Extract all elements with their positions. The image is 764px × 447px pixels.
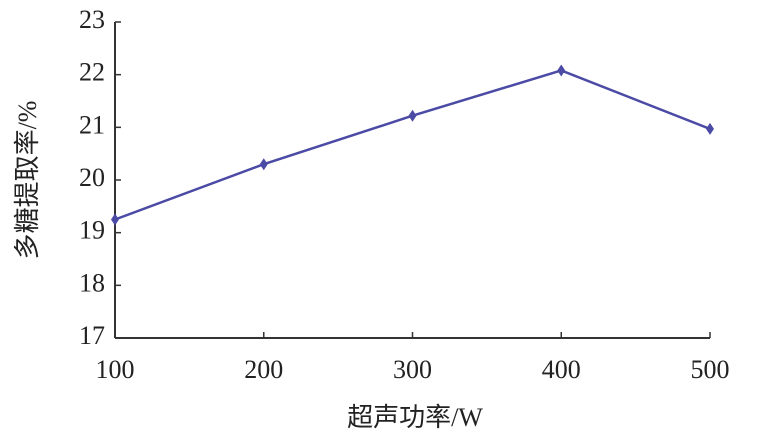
x-tick-label: 300 [393,355,432,384]
y-tick-label: 18 [79,268,105,297]
x-tick-label: 400 [542,355,581,384]
y-tick-label: 22 [79,58,105,87]
data-point [706,122,714,135]
data-point [408,109,417,122]
data-point [557,64,566,77]
data-point [111,213,119,226]
x-tick-label: 100 [96,355,135,384]
y-tick-label: 23 [79,5,105,34]
x-tick-label: 200 [244,355,283,384]
y-tick-label: 21 [79,110,105,139]
y-tick-label: 17 [79,321,105,350]
data-line [114,69,711,221]
data-point [259,158,268,171]
x-tick-label: 500 [691,355,730,384]
x-axis-label: 超声功率/W [347,403,483,432]
y-tick-label: 19 [79,216,105,245]
y-axis-label: 多糖提取率/% [13,101,42,260]
y-tick-label: 20 [79,163,105,192]
